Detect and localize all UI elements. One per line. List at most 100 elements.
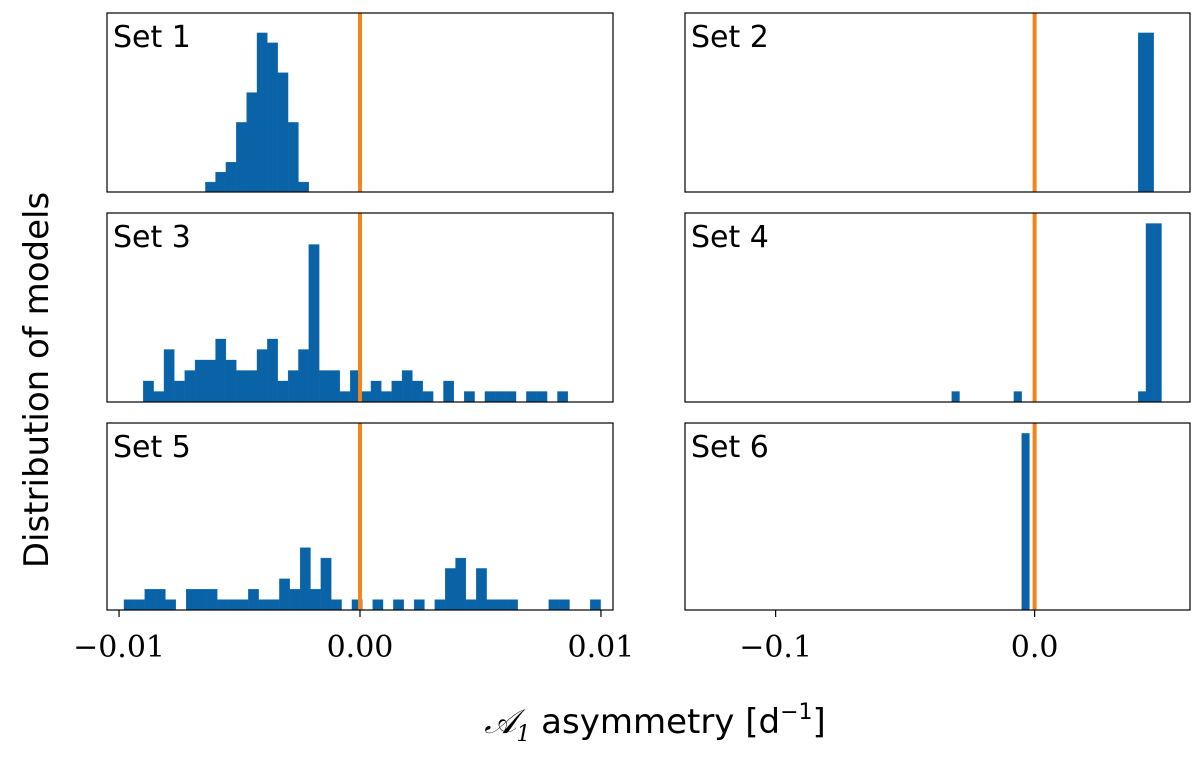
histogram-bar <box>194 359 206 403</box>
histogram-bar <box>267 338 278 403</box>
x-tick-label: −0.01 <box>73 630 165 665</box>
histogram-bar <box>320 557 332 611</box>
histogram-bar <box>1138 32 1147 193</box>
histogram-bar <box>548 599 560 611</box>
histogram-bar <box>217 599 228 611</box>
histogram-bar <box>153 391 165 403</box>
histogram-bar <box>339 391 351 403</box>
histogram-bar <box>298 349 309 403</box>
histogram-bar <box>526 391 537 403</box>
panel-label: Set 3 <box>113 220 191 255</box>
histogram-bar <box>185 589 197 611</box>
histogram-bar <box>298 181 309 193</box>
histogram-bar <box>154 589 166 611</box>
histogram-bar <box>413 599 425 611</box>
histogram-bar <box>590 599 601 611</box>
histogram-bar <box>455 557 467 611</box>
histogram-bar <box>370 380 382 403</box>
histogram-bar <box>184 370 196 403</box>
panel-label: Set 1 <box>113 20 191 55</box>
panel-frame <box>684 212 1191 403</box>
histogram-bar <box>227 599 239 611</box>
x-tick-label: 0.00 <box>327 630 394 665</box>
histogram-bar <box>360 391 372 403</box>
histogram-bar <box>505 391 517 403</box>
histogram-bar <box>1153 223 1162 403</box>
x-tick-label: 0.01 <box>568 630 635 665</box>
histogram-bar <box>134 599 145 611</box>
histogram-bar <box>246 92 258 193</box>
histogram-bar <box>123 599 135 611</box>
histogram-bar <box>445 568 456 611</box>
histogram-bar <box>1021 433 1030 611</box>
histogram-bar <box>319 370 330 403</box>
histogram-bar <box>1013 391 1022 403</box>
histogram-bar <box>256 349 268 403</box>
panel-5: Set 5 −0.01 0.00 0.01 <box>73 422 635 665</box>
histogram-bar <box>144 589 156 611</box>
panel-6: Set 6 −0.1 0.0 <box>684 422 1191 665</box>
x-tick-label: −0.1 <box>739 630 812 665</box>
panel-2: Set 2 <box>684 12 1191 193</box>
histogram-bar <box>465 599 477 611</box>
histogram-bar <box>268 599 280 611</box>
panel-1: Set 1 <box>106 12 614 193</box>
histogram-bar <box>496 599 508 611</box>
panel-3: Set 3 <box>106 212 614 403</box>
histogram-bar <box>486 599 498 611</box>
histogram-bar <box>287 122 299 193</box>
histogram-bar <box>196 589 208 611</box>
histogram-bar <box>310 589 321 611</box>
histogram-bar <box>237 599 249 611</box>
histogram-bar <box>308 244 320 403</box>
y-axis-label: Distribution of models <box>17 192 57 568</box>
histogram-bar <box>277 380 289 403</box>
histogram-bar <box>277 72 289 193</box>
histogram-bar <box>215 171 227 193</box>
histogram-bar <box>246 370 258 403</box>
histogram-bar <box>536 391 548 403</box>
histogram-bar <box>391 380 403 403</box>
histogram-bar <box>215 338 227 403</box>
panel-frame <box>684 12 1191 193</box>
histogram-bar <box>236 122 247 193</box>
panel-frame <box>684 422 1191 611</box>
histogram-bar <box>464 391 475 403</box>
histogram-bar <box>267 42 278 193</box>
x-tick-label: 0.0 <box>1011 630 1059 665</box>
histogram-bar <box>143 380 154 403</box>
histogram-bar <box>1138 391 1147 403</box>
histogram-bar <box>236 370 247 403</box>
histogram-bar <box>287 370 299 403</box>
histogram-bar <box>507 599 518 611</box>
histogram-bar <box>412 380 423 403</box>
histogram-bar <box>372 599 384 611</box>
histogram-bar <box>476 568 487 611</box>
x-axis-label: 𝒜1 asymmetry [d−1] <box>484 700 826 747</box>
histogram-bar <box>299 547 311 611</box>
histogram-bar <box>559 599 570 611</box>
histogram-bar <box>422 391 434 403</box>
panel-frame <box>106 212 614 403</box>
histogram-bar <box>557 391 568 403</box>
x-axis-label-superscript: −1 <box>780 700 812 725</box>
histogram-bar <box>289 589 301 611</box>
x-axis-label-subscript: 1 <box>516 722 530 747</box>
histogram-bar <box>443 380 454 403</box>
histogram-bar <box>165 599 176 611</box>
histogram-bar <box>248 589 259 611</box>
histogram-bar <box>381 391 392 403</box>
x-axis-label-close: ] <box>813 702 826 742</box>
histogram-bar <box>1145 223 1154 403</box>
panel-label: Set 2 <box>691 20 769 55</box>
panel-label: Set 5 <box>113 430 191 465</box>
histogram-bar <box>1145 32 1154 193</box>
histogram-bar <box>495 391 506 403</box>
histogram-bar <box>258 599 270 611</box>
panel-label: Set 4 <box>691 220 769 255</box>
histogram-bar <box>225 359 237 403</box>
panel-4: Set 4 <box>684 212 1191 403</box>
histogram-bar <box>484 391 496 403</box>
histogram-bar <box>205 181 216 193</box>
